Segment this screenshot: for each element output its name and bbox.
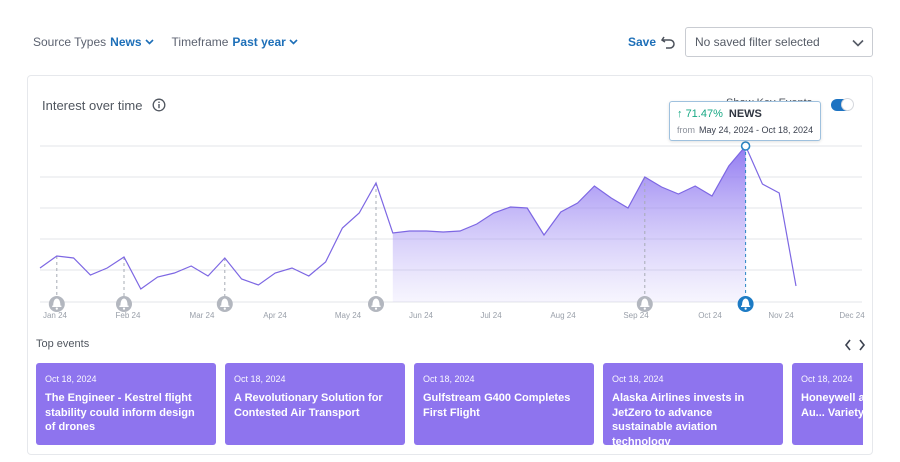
x-tick-label: Apr 24	[263, 311, 287, 320]
source-types-value: News	[110, 35, 142, 49]
event-dashes	[56, 146, 747, 300]
x-tick-label: Oct 24	[698, 311, 722, 320]
x-tick-label: Dec 24	[839, 311, 865, 320]
x-axis-labels: Jan 24 Feb 24 Mar 24 Apr 24 May 24 Jun 24 Jul …	[43, 311, 865, 320]
filter-bar: Source Types News Timeframe Past year	[33, 35, 316, 49]
timeframe-value: Past year	[232, 35, 286, 49]
event-headline: A Revolutionary Solution for Contested A…	[234, 392, 383, 419]
timeframe-label: Timeframe	[171, 35, 229, 49]
bell-icon[interactable]	[737, 296, 754, 312]
saved-filter-dropdown[interactable]: No saved filter selected	[685, 27, 873, 57]
event-card[interactable]: Oct 18, 2024 The Engineer - Kestrel flig…	[36, 363, 216, 445]
x-tick-label: Mar 24	[190, 311, 215, 320]
chevron-right-icon[interactable]	[857, 338, 867, 352]
toggle-knob	[841, 98, 854, 111]
chart-tooltip: ↑ 71.47% NEWS from May 24, 2024 - Oct 18, …	[669, 101, 821, 141]
event-card[interactable]: Oct 18, 2024 Honeywell and ... to Enable…	[792, 363, 863, 445]
x-tick-label: Jul 24	[480, 311, 502, 320]
bell-icon[interactable]	[368, 296, 384, 312]
tooltip-headline: ↑ 71.47% NEWS	[677, 108, 762, 120]
event-date: Oct 18, 2024	[45, 374, 97, 384]
x-tick-label: Feb 24	[116, 311, 141, 320]
chevron-down-icon	[852, 39, 864, 47]
event-card[interactable]: Oct 18, 2024 A Revolutionary Solution fo…	[225, 363, 405, 445]
x-tick-label: Jun 24	[409, 311, 434, 320]
panel-title: Interest over time	[42, 98, 143, 113]
key-events-toggle[interactable]	[831, 98, 854, 111]
saved-filter-value: No saved filter selected	[695, 35, 820, 49]
event-cards: Oct 18, 2024 The Engineer - Kestrel flig…	[36, 363, 863, 445]
chevron-down-icon	[289, 39, 298, 45]
x-tick-label: Aug 24	[550, 311, 576, 320]
top-events-title: Top events	[36, 338, 90, 350]
info-icon[interactable]	[152, 98, 166, 112]
x-tick-label: Nov 24	[768, 311, 794, 320]
event-headline: Honeywell and ... to Enable Au... Variet…	[801, 392, 863, 419]
tooltip-range: May 24, 2024 - Oct 18, 2024	[699, 125, 814, 135]
x-tick-label: Jan 24	[43, 311, 68, 320]
event-headline: The Engineer - Kestrel flight stability …	[45, 392, 195, 433]
series-line	[39, 144, 797, 290]
undo-icon[interactable]	[660, 34, 676, 50]
event-headline: Gulfstream G400 Completes First Flight	[423, 392, 571, 419]
tooltip-change: ↑ 71.47%	[677, 108, 723, 120]
source-types-label: Source Types	[33, 35, 107, 49]
event-card[interactable]: Oct 18, 2024 Alaska Airlines invests in …	[603, 363, 783, 445]
tooltip-from-label: from	[677, 125, 695, 135]
event-date: Oct 18, 2024	[423, 374, 475, 384]
x-tick-label: Sep 24	[623, 311, 649, 320]
event-date: Oct 18, 2024	[801, 374, 853, 384]
bell-icon[interactable]	[636, 296, 653, 312]
tooltip-change-value: 71.47%	[685, 108, 723, 120]
event-date: Oct 18, 2024	[234, 374, 286, 384]
hover-point	[740, 141, 751, 151]
event-card[interactable]: Oct 18, 2024 Gulfstream G400 Completes F…	[414, 363, 594, 445]
event-markers	[48, 296, 754, 312]
tooltip-source: NEWS	[728, 108, 762, 120]
source-types-filter[interactable]: Source Types News	[33, 35, 154, 49]
chevron-left-icon[interactable]	[843, 338, 853, 352]
interest-panel	[27, 75, 873, 455]
event-date: Oct 18, 2024	[612, 374, 664, 384]
bell-icon[interactable]	[116, 296, 132, 312]
highlight-area	[392, 146, 746, 302]
event-headline: Alaska Airlines invests in JetZero to ad…	[612, 392, 745, 445]
tooltip-range-row: from May 24, 2024 - Oct 18, 2024	[677, 125, 813, 135]
bell-icon[interactable]	[48, 296, 65, 312]
save-button[interactable]: Save	[628, 35, 657, 49]
chevron-down-icon	[144, 39, 154, 45]
x-tick-label: May 24	[335, 311, 362, 320]
timeframe-filter[interactable]: Timeframe Past year	[172, 35, 298, 49]
bell-icon[interactable]	[216, 296, 233, 312]
